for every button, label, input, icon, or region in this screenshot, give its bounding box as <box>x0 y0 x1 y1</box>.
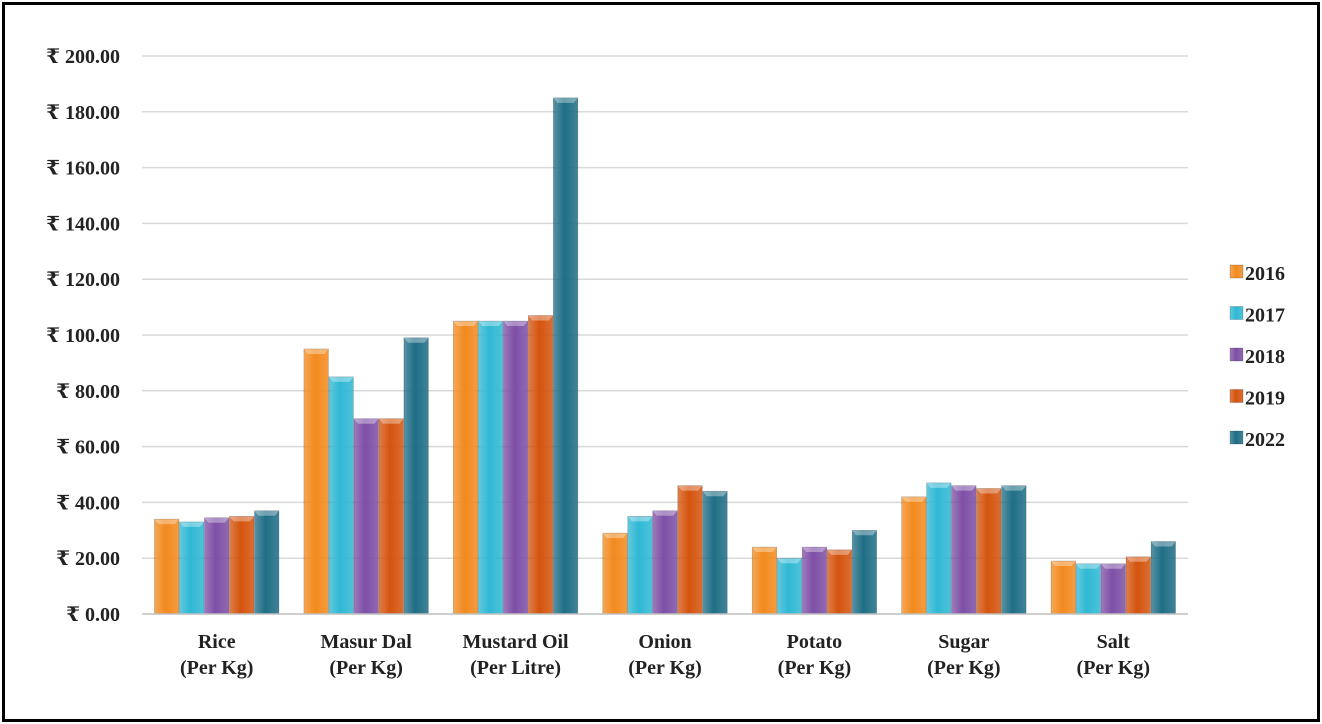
x-tick-label: Masur Dal <box>320 631 412 653</box>
x-tick-label: (Per Kg) <box>180 657 254 679</box>
bar <box>702 490 728 615</box>
x-tick-label: Potato <box>787 631 843 653</box>
bar <box>1001 485 1027 615</box>
bar <box>403 337 429 615</box>
x-tick-label: (Per Kg) <box>778 657 852 679</box>
y-tick-label: ₹ 180.00 <box>46 102 120 124</box>
legend-swatch <box>1229 264 1244 279</box>
y-tick-label: ₹ 40.00 <box>56 492 120 514</box>
x-tick-label: Sugar <box>938 631 989 653</box>
bar <box>1150 541 1176 615</box>
bar <box>851 529 877 615</box>
bar <box>951 485 977 615</box>
bar <box>1125 556 1151 615</box>
bar <box>677 485 703 615</box>
bar <box>976 488 1002 615</box>
bar <box>179 521 205 615</box>
legend-label: 2016 <box>1245 263 1285 285</box>
bar <box>1100 563 1126 615</box>
bar <box>652 510 678 615</box>
bar <box>528 315 554 615</box>
bar <box>503 320 529 615</box>
legend-label: 2022 <box>1245 429 1285 451</box>
legend-label: 2018 <box>1245 346 1285 368</box>
x-tick-label: (Per Litre) <box>470 657 561 679</box>
x-axis: Rice (Per Kg) Masur Dal (Per Kg) Mustard Oil… <box>142 613 1188 679</box>
x-tick-label: (Per Kg) <box>329 657 403 679</box>
bar <box>801 546 827 615</box>
bar <box>254 510 280 615</box>
bar <box>776 557 802 615</box>
legend-swatch <box>1229 306 1244 320</box>
bar <box>602 532 628 615</box>
bar <box>826 549 852 615</box>
bar <box>751 546 777 615</box>
y-tick-label: ₹ 140.00 <box>46 213 120 235</box>
y-tick-label: ₹ 100.00 <box>46 325 120 347</box>
bar <box>328 376 354 615</box>
legend: 2016 2017 2018 2019 2022 <box>1229 263 1285 451</box>
bar <box>627 516 653 615</box>
y-tick-label: ₹ 60.00 <box>56 437 120 459</box>
gridlines <box>142 55 1188 559</box>
x-tick-label: Salt <box>1097 631 1131 653</box>
bars <box>154 97 1176 615</box>
bar <box>229 516 255 615</box>
y-tick-label: ₹ 20.00 <box>56 548 120 570</box>
legend-swatch <box>1229 347 1244 362</box>
y-axis: ₹ 0.00 ₹ 20.00 ₹ 40.00 ₹ 60.00 ₹ 80.00 ₹ 100.… <box>46 46 120 626</box>
bar <box>1075 563 1101 615</box>
bar <box>926 482 952 615</box>
bar <box>901 496 927 615</box>
x-tick-label: Mustard Oil <box>463 631 570 653</box>
bar <box>353 418 379 615</box>
y-tick-label: ₹ 0.00 <box>66 604 120 626</box>
legend-swatch <box>1229 389 1244 403</box>
y-tick-label: ₹ 120.00 <box>46 269 120 291</box>
bar <box>553 97 579 615</box>
y-tick-label: ₹ 200.00 <box>46 46 120 68</box>
x-tick-label: (Per Kg) <box>927 657 1001 679</box>
x-tick-label: (Per Kg) <box>628 657 702 679</box>
bar <box>204 517 230 615</box>
x-tick-label: (Per Kg) <box>1077 657 1151 679</box>
bar <box>154 518 180 615</box>
y-tick-label: ₹ 80.00 <box>56 381 120 403</box>
legend-label: 2017 <box>1245 305 1285 327</box>
bar <box>1050 560 1076 615</box>
bar <box>303 348 329 615</box>
y-tick-label: ₹ 160.00 <box>46 158 120 180</box>
bar <box>378 418 404 615</box>
bar <box>478 320 504 615</box>
legend-swatch <box>1229 430 1244 445</box>
legend-label: 2019 <box>1245 388 1285 410</box>
x-tick-label: Onion <box>638 631 691 653</box>
bar <box>453 320 479 615</box>
x-tick-label: Rice <box>198 631 236 653</box>
